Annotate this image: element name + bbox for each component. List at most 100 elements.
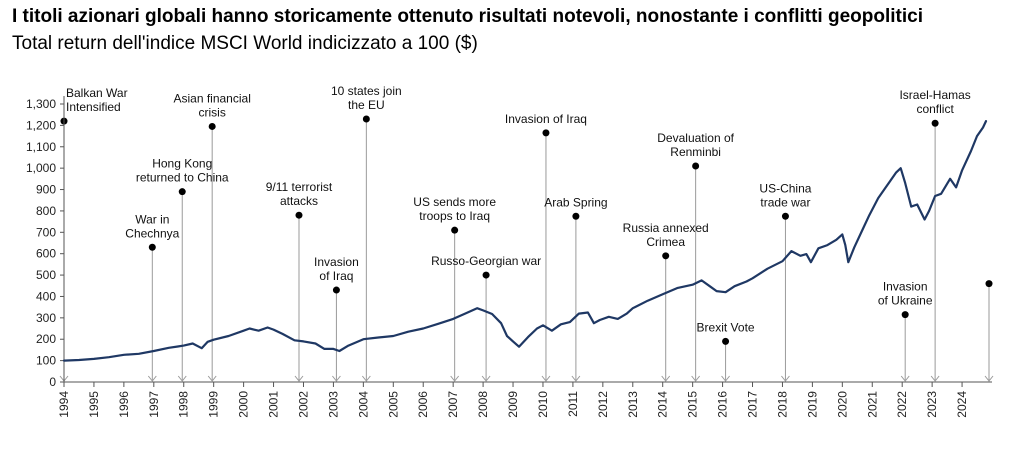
annotation: Asian financial crisis (173, 91, 251, 382)
annotation-arrow (571, 375, 581, 382)
annotation-arrow (207, 375, 217, 382)
annotation-arrow (481, 375, 491, 382)
annotation-dot (692, 162, 700, 170)
annotation-dot (208, 122, 216, 130)
y-tick-label: 200 (36, 332, 56, 346)
y-tick-label: 400 (36, 289, 56, 303)
annotation-arrow (781, 375, 790, 382)
x-tick-label: 2009 (506, 391, 520, 418)
annotation-arrow (294, 375, 304, 382)
x-tick-label: 2013 (626, 391, 640, 418)
annotation-arrow (177, 375, 187, 382)
annotation: Hong Kong returned to China (136, 157, 229, 382)
chart-subtitle: Total return dell'indice MSCI World indi… (12, 33, 478, 54)
x-tick-label: 2003 (326, 391, 340, 418)
x-tick-label: 2021 (865, 391, 879, 418)
annotation-dot (985, 280, 993, 288)
annotation: Invasion of Iraq (314, 255, 359, 382)
x-tick-label: 2012 (596, 391, 610, 418)
annotation-arrow (661, 375, 671, 382)
annotation: 9/11 terrorist attacks (266, 180, 333, 382)
y-tick-label: 1,300 (26, 97, 56, 111)
x-tick-label: 2010 (536, 391, 550, 418)
annotation-arrow (721, 375, 730, 382)
annotation: Arab Spring (544, 195, 608, 382)
annotation-dot (662, 252, 670, 260)
annotation: US-China trade war (759, 181, 812, 382)
x-tick-label: 2002 (296, 391, 310, 418)
x-tick-label: 1996 (117, 391, 131, 418)
annotation-label: Russo-Georgian war (431, 254, 541, 268)
annotation: Russo-Georgian war (431, 254, 541, 382)
annotation-label: Russia annexed Crimea (623, 221, 709, 249)
annotation-label: Devaluation of Renminbi (657, 131, 734, 159)
annotation-dot (722, 337, 730, 345)
annotation-dot (542, 129, 550, 137)
annotation-arrow (332, 375, 341, 382)
annotation-dot (178, 188, 186, 196)
annotation: Devaluation of Renminbi (657, 131, 735, 382)
x-tick-label: 2008 (476, 391, 490, 418)
annotation-arrow (541, 375, 551, 382)
annotation-layer: Balkan War Intensified War in Chechnya Hong … (59, 84, 994, 382)
annotation-label: US-China trade war (759, 181, 811, 209)
y-tick-label: 800 (36, 204, 56, 218)
y-tick-label: 100 (36, 354, 56, 368)
y-axis: 0 100 200 300 400 500 600 700 800 900 1,000 1,100 1,… (26, 96, 65, 389)
x-tick-label: 2022 (895, 391, 909, 418)
annotation-dot (572, 212, 580, 220)
annotation: Russia annexed Crimea (623, 221, 709, 382)
y-tick-label: 300 (36, 311, 56, 325)
annotation-arrow (361, 375, 371, 382)
x-tick-label: 1998 (177, 391, 191, 418)
x-tick-label: 2006 (416, 391, 430, 418)
y-tick-label: 1,100 (26, 140, 56, 154)
x-tick-label: 1997 (147, 391, 161, 418)
annotation-label: 9/11 terrorist attacks (266, 180, 333, 208)
annotation-dot (332, 286, 340, 294)
annotation-label: Asian financial crisis (173, 91, 250, 119)
annotation-dot (931, 119, 939, 127)
annotation-arrow (930, 375, 940, 382)
x-tick-label: 2019 (805, 391, 819, 418)
annotation-dot (781, 212, 789, 220)
annotation: War in Chechnya (125, 212, 180, 382)
annotation-dot (901, 311, 909, 319)
annotation-label: Arab Spring (544, 195, 607, 209)
annotation-label: Invasion of Ukraine (878, 280, 933, 308)
series-line (62, 120, 988, 362)
annotation (984, 280, 994, 382)
annotation-label: 10 states join the EU (331, 84, 402, 112)
annotation: Israel-Hamas conflict (899, 88, 971, 382)
x-tick-label: 2015 (686, 391, 700, 418)
annotation-dot (482, 271, 490, 279)
x-tick-label: 2024 (955, 391, 969, 418)
annotation-dot (362, 115, 370, 123)
annotation-arrow (450, 375, 460, 382)
y-tick-label: 600 (36, 247, 56, 261)
annotation-arrow (900, 375, 910, 382)
y-tick-label: 900 (36, 183, 56, 197)
annotation: Invasion of Iraq (505, 112, 587, 382)
annotation-arrow (691, 375, 701, 382)
y-tick-label: 0 (49, 375, 56, 389)
annotation-arrow (984, 375, 994, 382)
annotation-label: War in Chechnya (125, 212, 179, 240)
x-tick-label: 2020 (835, 391, 849, 418)
x-tick-label: 2016 (716, 391, 730, 418)
x-tick-label: 2004 (356, 391, 370, 418)
x-tick-label: 2000 (237, 391, 251, 418)
x-axis: 1994 1995 1996 1997 1998 1999 2000 2001 2002 2003… (57, 381, 992, 418)
y-tick-label: 1,000 (26, 161, 56, 175)
annotation: Invasion of Ukraine (878, 280, 933, 382)
annotation: Balkan War Intensified (59, 86, 128, 382)
x-tick-label: 1994 (57, 391, 71, 418)
annotation-label: Invasion of Iraq (314, 255, 359, 283)
x-tick-label: 1995 (87, 391, 101, 418)
annotation-label: US sends more troops to Iraq (413, 195, 496, 223)
y-tick-label: 1,200 (26, 118, 56, 132)
annotation-dot (295, 211, 303, 219)
y-tick-label: 700 (36, 225, 56, 239)
annotation-label: Invasion of Iraq (505, 112, 587, 126)
